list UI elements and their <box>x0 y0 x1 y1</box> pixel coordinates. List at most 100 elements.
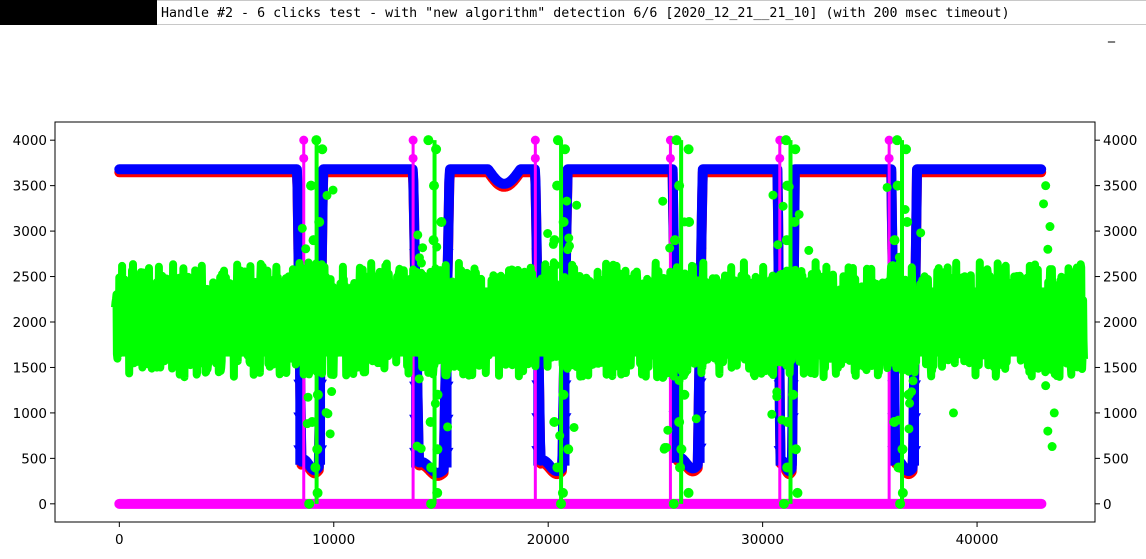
blue-triangle-marker <box>563 380 572 388</box>
green-scatter-marker <box>778 201 788 211</box>
green-scatter-marker <box>916 228 926 238</box>
green-scatter-marker <box>663 425 673 435</box>
y-tick-label-right: 500 <box>1103 451 1129 467</box>
green-spike-marker <box>431 144 442 155</box>
green-scatter-marker <box>907 387 917 397</box>
blue-triangle-marker <box>790 248 799 256</box>
blue-triangle-marker <box>913 446 922 454</box>
blue-series-line <box>114 164 1047 478</box>
green-scatter-marker <box>674 375 684 385</box>
green-spike-marker <box>889 235 900 246</box>
green-scatter-marker <box>555 431 565 441</box>
green-spike-marker <box>671 135 682 146</box>
green-scatter-marker <box>777 415 787 425</box>
y-tick-label-right: 1000 <box>1103 406 1137 422</box>
green-spike-marker <box>308 235 319 246</box>
green-scatter-marker <box>430 399 440 409</box>
green-spike-marker <box>311 135 322 146</box>
green-scatter-marker <box>414 374 424 384</box>
green-scatter-marker <box>784 182 794 192</box>
green-scatter-marker <box>564 233 574 243</box>
green-spike-marker <box>423 135 434 146</box>
y-tick-label-right: 3500 <box>1103 179 1137 195</box>
green-scatter-marker <box>551 260 561 270</box>
x-tick-label: 40000 <box>956 532 999 548</box>
green-spike-marker <box>893 462 904 473</box>
magenta-spike-marker <box>884 153 894 163</box>
blue-triangle-marker <box>445 447 454 455</box>
green-scatter-marker <box>327 387 337 397</box>
x-tick-label: 10000 <box>312 532 355 548</box>
magenta-spike-top-marker <box>299 135 309 145</box>
green-scatter-marker <box>301 244 311 254</box>
blue-triangle-marker <box>319 379 328 387</box>
green-scatter-marker <box>432 242 442 252</box>
green-spike-marker <box>897 487 908 498</box>
green-spike-marker <box>312 389 323 400</box>
green-scatter-marker <box>1041 181 1051 191</box>
y-tick-label-right: 0 <box>1103 497 1112 513</box>
blue-triangle-marker <box>563 413 572 421</box>
green-scatter-marker <box>562 196 572 206</box>
green-spike-marker <box>668 498 679 509</box>
green-scatter-marker <box>1041 381 1051 391</box>
magenta-spike-marker <box>408 153 418 163</box>
y-tick-label-left: 3000 <box>13 224 47 240</box>
green-scatter-marker <box>572 200 582 210</box>
green-scatter-marker <box>894 252 904 262</box>
green-spike-marker <box>674 180 685 191</box>
green-spike-marker <box>304 498 315 509</box>
green-spike-marker <box>782 462 793 473</box>
green-scatter-marker <box>1043 244 1053 254</box>
title-bar: Handle #2 - 6 clicks test - with "new al… <box>0 0 1146 25</box>
blue-triangle-marker <box>698 378 707 386</box>
green-scatter-marker <box>658 196 668 206</box>
green-scatter-marker <box>416 444 426 454</box>
green-scatter-marker <box>564 241 574 251</box>
green-spike-marker <box>557 487 568 498</box>
blue-triangle-marker <box>563 182 572 190</box>
y-tick-label-right: 1500 <box>1103 360 1137 376</box>
green-scatter-marker <box>1047 442 1057 452</box>
blue-triangle-marker <box>445 182 454 190</box>
green-scatter-marker <box>662 443 672 453</box>
data-layer <box>111 135 1088 509</box>
green-spike-marker <box>892 135 903 146</box>
green-scatter-marker <box>297 223 307 233</box>
minimize-button[interactable]: _ <box>1108 27 1115 43</box>
green-scatter-marker <box>665 243 675 253</box>
green-scatter-marker <box>303 392 313 402</box>
green-scatter-marker <box>900 205 910 215</box>
blue-triangle-marker <box>913 248 922 256</box>
green-scatter-marker <box>691 414 701 424</box>
green-spike-marker <box>432 487 443 498</box>
green-scatter-marker <box>768 190 778 200</box>
blue-triangle-marker <box>913 413 922 421</box>
blue-triangle-marker <box>293 248 302 256</box>
blue-triangle-marker <box>293 215 302 223</box>
green-spike-marker <box>683 144 694 155</box>
y-tick-label-right: 2500 <box>1103 270 1137 286</box>
green-scatter-marker <box>893 415 903 425</box>
magenta-spike-marker <box>299 153 309 163</box>
green-spike-marker <box>789 217 800 227</box>
y-tick-label-left: 3500 <box>13 179 47 195</box>
green-scatter-marker <box>1039 199 1049 209</box>
green-scatter-marker <box>679 217 689 227</box>
green-scatter-marker <box>908 376 918 386</box>
blue-triangle-marker <box>293 412 302 420</box>
green-spike-marker <box>552 462 563 473</box>
green-spike-marker <box>432 389 443 400</box>
title-bar-dark-block <box>0 0 157 25</box>
green-scatter-marker <box>302 419 312 429</box>
y-tick-label-left: 2500 <box>13 270 47 286</box>
magenta-spike-top-marker <box>408 135 418 145</box>
green-scatter-marker <box>548 239 558 249</box>
green-spike-marker <box>432 444 443 455</box>
y-tick-label-left: 500 <box>21 451 47 467</box>
green-spike-marker <box>780 135 791 146</box>
green-spike-marker <box>892 180 903 191</box>
y-tick-label-left: 1000 <box>13 406 47 422</box>
green-spike-marker <box>676 444 687 455</box>
green-spike-marker <box>778 498 789 509</box>
